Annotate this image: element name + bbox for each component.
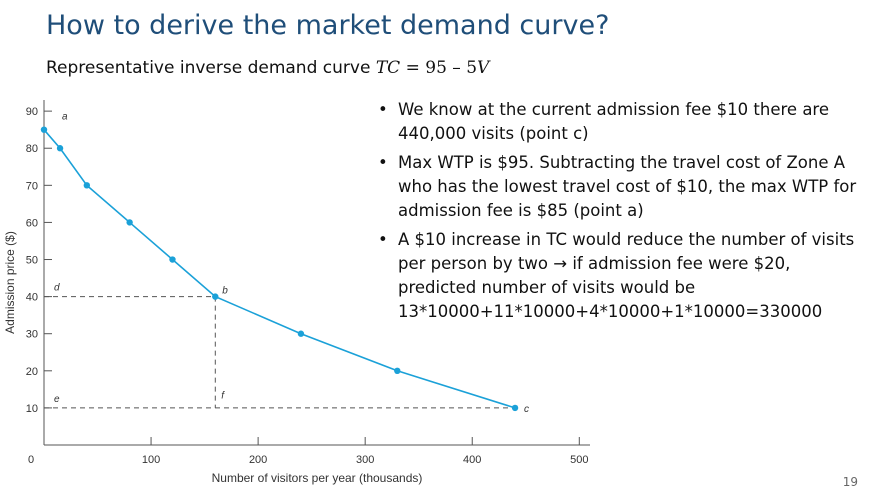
x-tick-label: 100 bbox=[142, 454, 160, 466]
x-axis-title: Number of visitors per year (thousands) bbox=[212, 471, 423, 485]
y-tick-label: 30 bbox=[26, 329, 38, 341]
x-tick-label: 500 bbox=[570, 454, 588, 466]
y-tick-label: 10 bbox=[26, 403, 38, 415]
equation-op: = bbox=[405, 58, 420, 78]
demand-equation: TC = 95 – 5V bbox=[376, 58, 489, 78]
slide-title: How to derive the market demand curve? bbox=[46, 10, 610, 41]
page-number: 19 bbox=[842, 475, 858, 489]
bullet-symbol: • bbox=[378, 230, 388, 249]
equation-coef: 5 bbox=[466, 58, 478, 78]
data-point bbox=[212, 293, 219, 300]
data-point bbox=[40, 126, 48, 133]
data-point bbox=[83, 182, 91, 189]
equation-minus: – bbox=[452, 58, 461, 78]
y-tick-label: 80 bbox=[26, 143, 38, 155]
x-tick-label: 300 bbox=[356, 454, 374, 466]
bullet-symbol: • bbox=[378, 153, 388, 172]
bullet-item: • A $10 increase in TC would reduce the n… bbox=[372, 228, 867, 324]
bullet-text: Max WTP is $95. Subtracting the travel c… bbox=[398, 153, 857, 220]
x-tick-label: 200 bbox=[249, 454, 267, 466]
data-point bbox=[394, 367, 401, 375]
data-point bbox=[297, 330, 305, 337]
data-point bbox=[56, 145, 64, 152]
x-tick-label: 400 bbox=[463, 454, 481, 466]
bullet-item: • Max WTP is $95. Subtracting the travel … bbox=[372, 151, 867, 223]
subtitle-text: Representative inverse demand curve bbox=[46, 58, 376, 78]
data-point bbox=[511, 404, 519, 412]
y-tick-label: 70 bbox=[26, 180, 38, 192]
axis-point-label-e: e bbox=[54, 394, 60, 405]
point-label-c: c bbox=[524, 404, 529, 415]
slide-subtitle: Representative inverse demand curve TC =… bbox=[46, 58, 489, 78]
y-tick-label: 50 bbox=[26, 255, 38, 267]
y-axis-title: Admission price ($) bbox=[3, 231, 17, 334]
bullet-text: We know at the current admission fee $10… bbox=[398, 100, 829, 143]
data-point bbox=[126, 219, 133, 226]
bullet-item: • We know at the current admission fee $1… bbox=[372, 98, 867, 146]
y-tick-label: 20 bbox=[26, 366, 38, 378]
bullet-text: A $10 increase in TC would reduce the nu… bbox=[398, 230, 855, 321]
equation-const: 95 bbox=[425, 58, 447, 78]
equation-var: V bbox=[477, 58, 490, 78]
point-label-b: b bbox=[222, 286, 228, 297]
point-label-a: a bbox=[62, 112, 68, 123]
data-point bbox=[169, 256, 176, 263]
axis-point-label-d: d bbox=[54, 283, 60, 294]
bullet-symbol: • bbox=[378, 100, 388, 119]
bullet-list: • We know at the current admission fee $1… bbox=[372, 98, 867, 329]
y-tick-label: 60 bbox=[26, 217, 38, 229]
axis-point-label-f: f bbox=[221, 391, 225, 402]
y-tick-label: 90 bbox=[26, 106, 38, 118]
origin-label: 0 bbox=[28, 454, 34, 466]
y-tick-label: 40 bbox=[26, 292, 38, 304]
equation-lhs: TC bbox=[375, 58, 401, 78]
